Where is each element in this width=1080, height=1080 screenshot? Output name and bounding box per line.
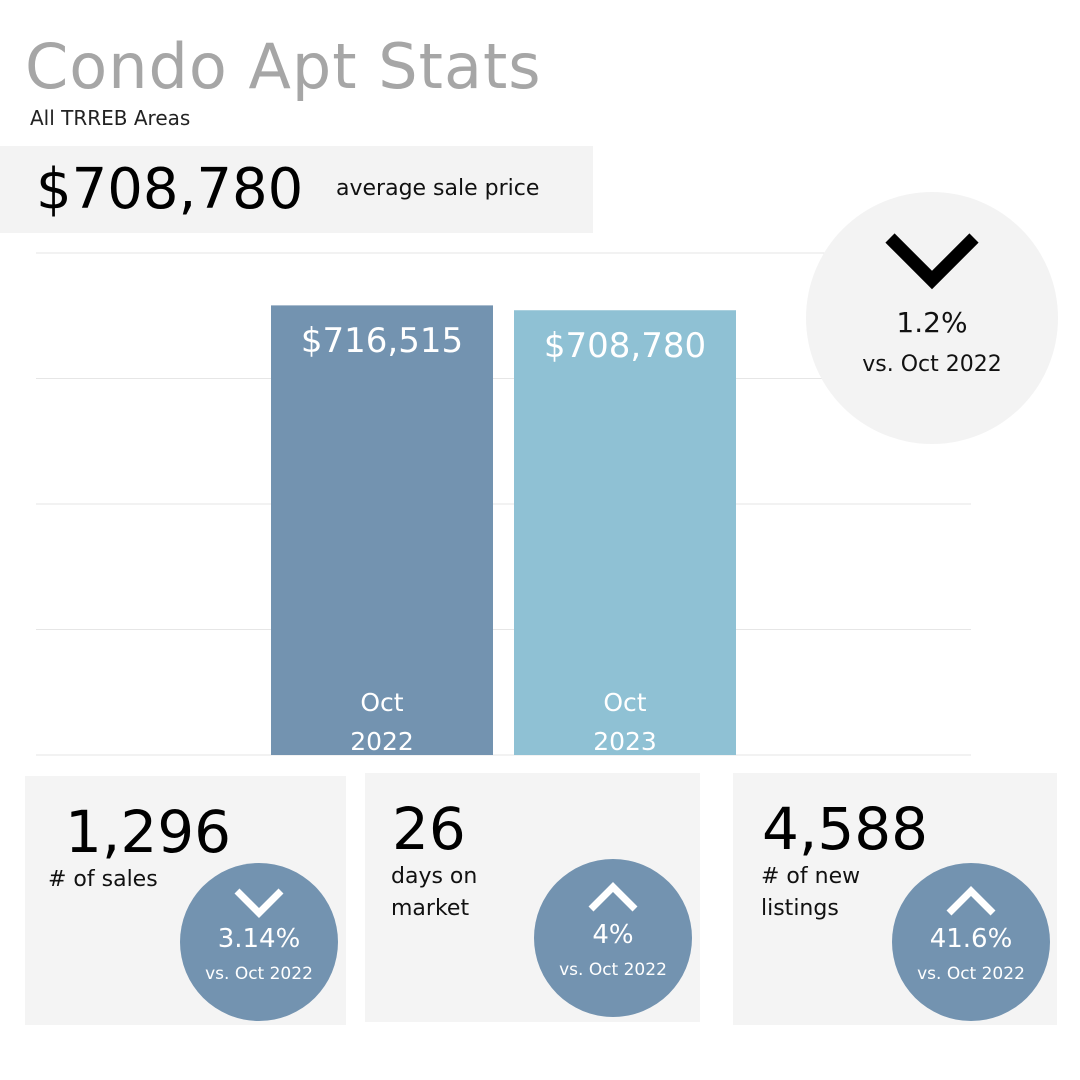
chevron — [885, 233, 979, 290]
change-value: 4% — [592, 920, 634, 950]
category-label: Oct 2023 — [593, 688, 657, 756]
subtitle: All TRREB Areas — [30, 106, 191, 130]
bar — [514, 310, 736, 755]
change-arrow — [885, 233, 979, 290]
change-arrow — [946, 886, 996, 916]
headline-value: $708,780 — [36, 157, 304, 222]
title: Condo Apt Stats — [25, 30, 542, 103]
change-circle — [180, 863, 338, 1021]
change-circle — [806, 192, 1058, 444]
stat-value: 1,296 — [65, 798, 232, 866]
headline-label: average sale price — [336, 176, 540, 201]
category-label: Oct 2022 — [350, 688, 414, 756]
value-label: $716,515 — [300, 321, 464, 362]
change-arrow — [588, 882, 638, 912]
bar — [271, 305, 493, 755]
stat-value: 4,588 — [762, 795, 929, 863]
change-value: 1.2% — [896, 306, 968, 339]
value-label: $708,780 — [543, 326, 707, 367]
change-compare: vs. Oct 2022 — [559, 960, 667, 980]
stat-label: days on market — [391, 864, 478, 921]
stat-label: # of new listings — [761, 864, 861, 921]
change-value: 41.6% — [929, 924, 1013, 954]
change-compare: vs. Oct 2022 — [862, 352, 1002, 377]
change-arrow — [234, 888, 284, 918]
chevron — [588, 882, 638, 912]
chevron — [946, 886, 996, 916]
stat-label: # of sales — [48, 867, 158, 892]
stat-value: 26 — [392, 795, 466, 863]
change-value: 3.14% — [217, 924, 301, 954]
change-compare: vs. Oct 2022 — [205, 964, 313, 984]
chevron — [234, 888, 284, 918]
headline-box — [0, 146, 593, 233]
change-compare: vs. Oct 2022 — [917, 964, 1025, 984]
